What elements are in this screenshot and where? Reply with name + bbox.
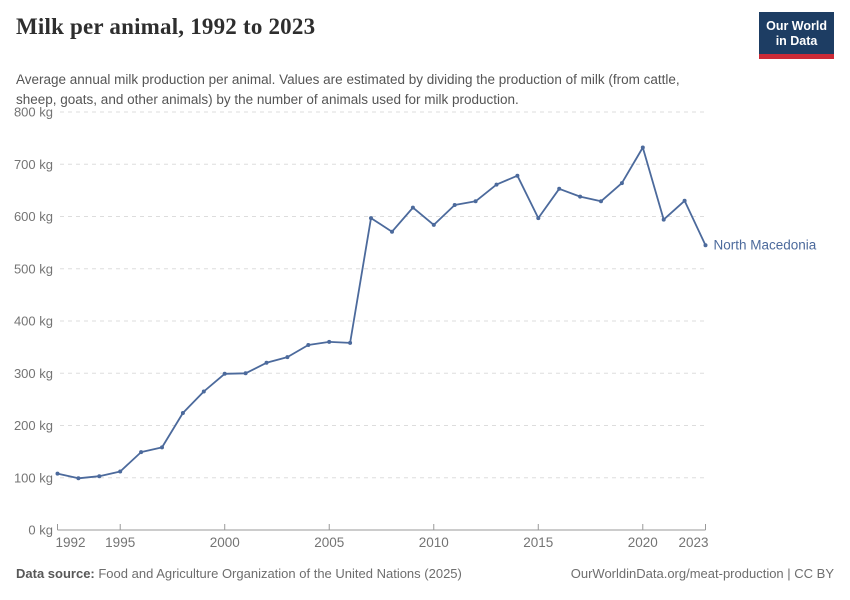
data-point[interactable] bbox=[536, 216, 541, 221]
data-point[interactable] bbox=[55, 471, 60, 476]
data-point[interactable] bbox=[180, 411, 185, 415]
x-tick-label: 2010 bbox=[419, 535, 449, 550]
x-tick-label: 2020 bbox=[628, 535, 658, 550]
x-tick-label: 2005 bbox=[314, 535, 344, 550]
data-point[interactable] bbox=[599, 199, 603, 204]
data-point[interactable] bbox=[619, 181, 624, 186]
x-tick-label: 2023 bbox=[678, 535, 708, 550]
y-tick-label: 400 kg bbox=[14, 314, 53, 329]
data-point[interactable] bbox=[243, 371, 248, 376]
data-point[interactable] bbox=[306, 343, 311, 347]
x-tick-label: 2015 bbox=[523, 535, 553, 550]
data-point[interactable] bbox=[201, 389, 206, 394]
data-point[interactable] bbox=[76, 476, 81, 481]
owid-logo-line2: in Data bbox=[775, 33, 818, 48]
owid-logo-line1: Our World bbox=[766, 19, 827, 33]
data-point[interactable] bbox=[139, 450, 144, 455]
page-title: Milk per animal, 1992 to 2023 bbox=[16, 14, 316, 39]
data-point[interactable] bbox=[390, 229, 394, 234]
data-point[interactable] bbox=[640, 145, 645, 150]
data-point[interactable] bbox=[369, 216, 373, 221]
data-point[interactable] bbox=[264, 360, 269, 365]
data-source: Data source: Food and Agriculture Organi… bbox=[16, 566, 462, 581]
y-tick-label: 600 kg bbox=[14, 209, 53, 224]
data-source-text: Food and Agriculture Organization of the… bbox=[94, 566, 462, 581]
y-tick-label: 200 kg bbox=[14, 418, 53, 433]
chart-subtitle: Average annual milk production per anima… bbox=[16, 71, 680, 107]
footer-rights-link[interactable]: OurWorldinData.org/meat-production | CC … bbox=[570, 566, 834, 581]
owid-logo[interactable]: Our World in Data bbox=[759, 12, 834, 59]
chart-header: Milk per animal, 1992 to 2023 Our World … bbox=[0, 0, 850, 110]
data-point[interactable] bbox=[118, 469, 123, 474]
data-point[interactable] bbox=[703, 243, 708, 248]
data-source-label: Data source: bbox=[16, 566, 95, 581]
data-point[interactable] bbox=[473, 199, 478, 204]
data-point[interactable] bbox=[97, 474, 102, 479]
y-tick-label: 500 kg bbox=[14, 261, 53, 276]
data-point[interactable] bbox=[494, 182, 499, 187]
data-point[interactable] bbox=[410, 205, 415, 210]
data-point[interactable] bbox=[222, 371, 227, 376]
data-point[interactable] bbox=[578, 194, 583, 199]
data-point[interactable] bbox=[431, 222, 436, 227]
line-chart-canvas: 0 kg 100 kg 200 kg 300 kg 400 kg 500 kg 600 kg… bbox=[14, 105, 817, 551]
data-point[interactable] bbox=[285, 355, 290, 360]
y-tick-label: 100 kg bbox=[14, 470, 53, 485]
data-point[interactable] bbox=[327, 339, 332, 344]
y-tick-label: 800 kg bbox=[14, 105, 53, 120]
line-series[interactable] bbox=[56, 146, 707, 480]
chart-footer: Data source: Food and Agriculture Organi… bbox=[16, 566, 834, 581]
data-point[interactable] bbox=[557, 186, 562, 191]
data-point[interactable] bbox=[348, 340, 353, 345]
data-point[interactable] bbox=[452, 203, 457, 207]
y-tick-label: 300 kg bbox=[14, 366, 53, 381]
series-end-label[interactable]: North Macedonia bbox=[714, 238, 817, 253]
x-tick-label: 2000 bbox=[210, 535, 240, 550]
data-point[interactable] bbox=[515, 173, 520, 178]
x-tick-label: 1992 bbox=[56, 535, 86, 550]
data-point[interactable] bbox=[661, 217, 666, 222]
y-tick-label: 700 kg bbox=[14, 157, 53, 172]
x-tick-label: 1995 bbox=[105, 535, 135, 550]
data-point[interactable] bbox=[682, 198, 687, 203]
y-tick-label: 0 kg bbox=[28, 523, 53, 538]
chart-area: 0 kg 100 kg 200 kg 300 kg 400 kg 500 kg 600 kg… bbox=[0, 95, 850, 566]
data-point[interactable] bbox=[160, 445, 164, 450]
